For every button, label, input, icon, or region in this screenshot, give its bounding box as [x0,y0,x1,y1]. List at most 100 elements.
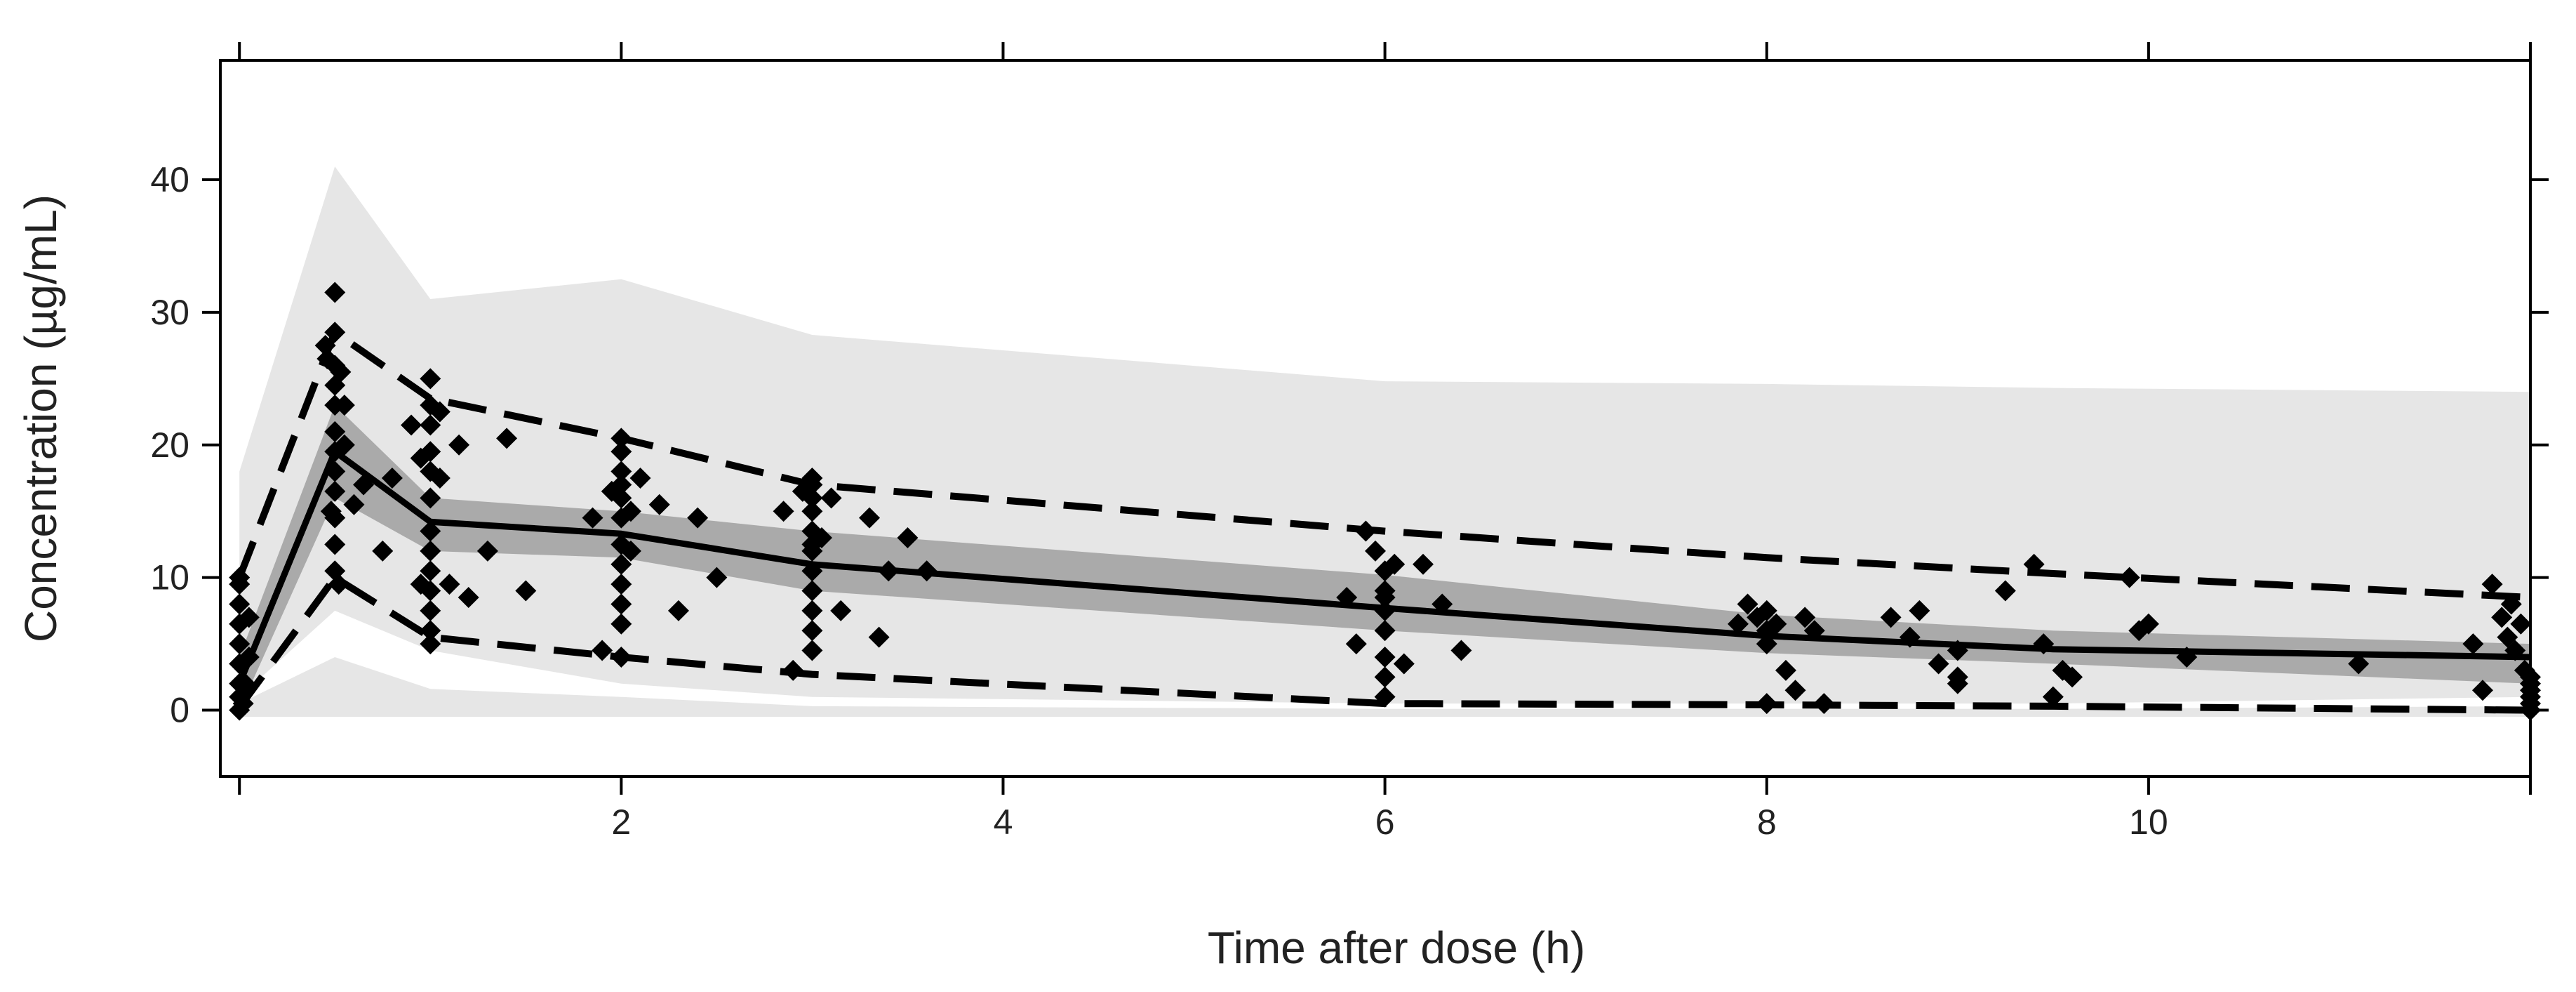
data-point [1756,633,1777,655]
data-point [2462,633,2484,655]
data-point [1432,593,1453,615]
data-point [324,534,346,555]
data-point [620,540,641,562]
data-point [1928,653,1949,675]
data-point [420,620,441,642]
data-point [1336,587,1358,608]
data-point [458,587,479,608]
data-point [830,600,852,621]
data-point [1393,653,1415,675]
data-point [1947,640,1968,661]
plot-frame [219,59,2532,778]
data-point [648,494,670,515]
data-point [1727,613,1749,635]
data-point [1766,613,1787,635]
x-tick-label: 6 [1375,802,1395,842]
data-point [1756,693,1777,715]
data-point [610,428,632,449]
data-point [1374,666,1396,688]
x-tick-label: 10 [2129,802,2168,842]
data-point [381,468,403,489]
data-point [324,461,346,482]
data-point [610,441,632,463]
axes: 2 4 6 8 10 0 10 20 30 40 [150,42,2549,842]
data-point [420,368,441,390]
data-point [582,507,603,529]
data-point [353,474,375,496]
data-point [801,560,823,582]
data-point [1756,600,1777,621]
data-point [1413,553,1434,575]
data-point [420,560,441,582]
data-point [330,361,352,383]
data-point [868,626,890,648]
data-point [773,501,794,522]
data-point [420,520,441,542]
data-point [229,593,251,615]
p5-prediction-band [239,657,2531,717]
data-point [1374,686,1396,708]
data-point [801,474,823,496]
data-point [610,553,632,575]
data-point [401,414,422,436]
data-point [782,659,804,681]
data-point [2500,593,2522,615]
data-point [1775,659,1796,681]
data-point [238,647,260,668]
data-point [1450,640,1472,661]
data-point [476,540,498,562]
data-point [343,494,365,515]
data-point [324,421,346,442]
data-point [1374,600,1396,621]
data-point [229,567,251,588]
observed-points [229,282,2541,721]
data-point [1374,647,1396,668]
y-tick-label: 20 [150,425,189,465]
series-line-3 [236,574,2531,714]
data-point [706,567,728,588]
data-point [439,574,460,595]
x-axis-title: Time after dose (h) [1208,922,1585,973]
data-point [610,593,632,615]
x-tick-label: 8 [1757,802,1777,842]
data-point [324,322,346,343]
data-point [429,401,451,423]
data-point [333,434,355,456]
data-point [1909,600,1930,621]
data-point [610,574,632,595]
data-point [610,647,632,668]
data-point [878,560,900,582]
data-point [2176,647,2198,668]
data-point [610,461,632,482]
data-point [916,560,937,582]
data-point [801,600,823,621]
data-point [238,607,260,628]
data-point [1365,540,1386,562]
data-point [314,335,336,357]
median-prediction-band [239,405,2531,710]
x-tick-label: 2 [611,802,631,842]
data-point [1794,607,1816,628]
data-point [2481,574,2503,595]
y-tick-label: 30 [150,293,189,332]
data-point [2348,653,2370,675]
data-point [234,673,256,694]
data-point [1384,553,1406,575]
data-point [1784,680,1806,701]
data-point [2137,613,2159,635]
y-tick-label: 0 [170,691,189,730]
data-point [1803,620,1825,642]
y-tick-label: 10 [150,558,189,597]
data-point [496,428,518,449]
data-point [229,633,251,655]
data-point [1345,633,1367,655]
data-point [420,600,441,621]
data-point [448,434,470,456]
data-point [687,507,709,529]
data-point [2033,633,2055,655]
data-point [592,640,613,661]
data-point [2471,680,2493,701]
data-point [420,487,441,509]
data-point [1813,693,1835,715]
